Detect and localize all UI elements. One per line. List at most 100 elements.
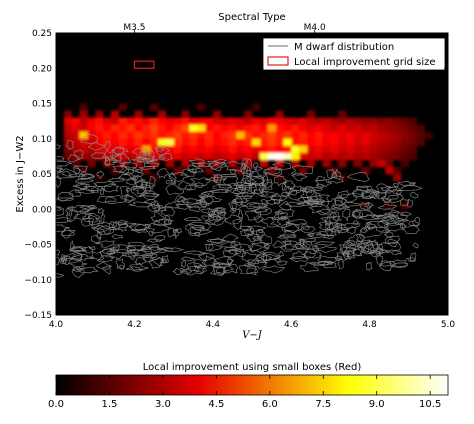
contour-line bbox=[233, 198, 250, 204]
contour-line bbox=[371, 239, 378, 250]
contour-line bbox=[299, 186, 317, 193]
contour-line bbox=[356, 185, 370, 193]
x-axis-label: V−J bbox=[242, 330, 263, 341]
heat-cell bbox=[165, 117, 174, 126]
contour-line bbox=[223, 248, 238, 258]
heat-cell bbox=[157, 124, 167, 133]
heat-cell bbox=[189, 117, 198, 126]
contour-line bbox=[351, 185, 379, 198]
heat-cell bbox=[306, 152, 316, 161]
heat-cell bbox=[87, 152, 96, 161]
heat-cell bbox=[150, 124, 159, 133]
heat-cell bbox=[314, 152, 323, 161]
contour-line bbox=[217, 184, 233, 189]
heat-cell bbox=[118, 145, 127, 154]
contour-line bbox=[128, 248, 136, 260]
contour-line bbox=[409, 191, 419, 199]
heat-cell bbox=[393, 166, 402, 175]
contour-line bbox=[134, 256, 146, 266]
contour-line bbox=[178, 180, 192, 190]
contour-line bbox=[80, 214, 101, 227]
contour-line bbox=[117, 173, 139, 181]
heat-cell bbox=[330, 145, 339, 154]
heat-cell bbox=[95, 110, 104, 118]
top-axis-ticks: M3.5 M4.0 bbox=[123, 23, 326, 33]
contour-line bbox=[100, 211, 105, 223]
heat-cell bbox=[330, 138, 339, 147]
contour-line bbox=[209, 238, 225, 244]
contour-line bbox=[64, 205, 74, 218]
heat-cell bbox=[204, 117, 214, 126]
contour-line bbox=[65, 139, 74, 151]
contour-line bbox=[328, 221, 335, 234]
contour-line bbox=[74, 149, 84, 161]
contour-line bbox=[95, 240, 115, 248]
heat-cell bbox=[322, 124, 331, 133]
heat-cell bbox=[150, 117, 159, 126]
heat-cell bbox=[346, 117, 355, 126]
colorbar-tick-label: 3.0 bbox=[155, 399, 171, 410]
contour-line bbox=[384, 217, 409, 224]
contour-line bbox=[346, 172, 371, 182]
contour-line bbox=[296, 201, 320, 206]
contour-line bbox=[301, 242, 311, 249]
heat-cell bbox=[291, 124, 300, 133]
contour-line bbox=[348, 233, 365, 245]
contour-line bbox=[91, 186, 100, 194]
heat-cell bbox=[87, 159, 96, 168]
contour-line bbox=[180, 259, 186, 269]
contour-line bbox=[324, 222, 330, 231]
heat-cell bbox=[306, 117, 316, 126]
contour-line bbox=[246, 231, 260, 243]
y-tick-label: 0.00 bbox=[32, 205, 52, 215]
heat-cell bbox=[228, 138, 237, 147]
heat-cell bbox=[173, 166, 182, 175]
contour-line bbox=[135, 168, 144, 173]
heat-cell bbox=[361, 152, 370, 161]
contour-line bbox=[337, 257, 345, 270]
heat-cell bbox=[275, 159, 284, 168]
contour-line bbox=[286, 219, 307, 226]
contour-line bbox=[111, 153, 131, 165]
contour-line bbox=[142, 153, 156, 164]
heat-cell bbox=[244, 138, 253, 147]
contour-line bbox=[300, 226, 316, 234]
contour-line bbox=[302, 250, 316, 260]
contour-line bbox=[375, 251, 384, 265]
heat-cell bbox=[204, 152, 214, 161]
y-axis-label: Excess in J−W2 bbox=[15, 135, 26, 212]
heat-cell bbox=[181, 117, 190, 126]
contour-line bbox=[192, 225, 205, 230]
heat-cell bbox=[408, 152, 418, 161]
contour-line bbox=[124, 195, 134, 204]
heat-cell bbox=[353, 145, 363, 154]
colorbar-ticks: 0.0 1.5 3.0 4.5 6.0 7.5 9.0 10.5 bbox=[48, 375, 441, 410]
contour-line bbox=[282, 228, 295, 238]
contour-line bbox=[336, 251, 351, 261]
contour-line bbox=[198, 192, 211, 199]
contour-line bbox=[221, 160, 248, 172]
y-tick-label: 0.15 bbox=[32, 100, 52, 110]
contour-line bbox=[322, 234, 334, 240]
contour-line bbox=[112, 222, 129, 230]
contour-line bbox=[240, 176, 258, 187]
contour-line bbox=[80, 173, 95, 180]
y-tick-label: −0.15 bbox=[24, 311, 52, 321]
heat-cell bbox=[259, 131, 269, 140]
heat-cell bbox=[71, 117, 80, 126]
contour-line bbox=[164, 200, 180, 209]
heat-cell bbox=[204, 124, 214, 133]
heat-cell bbox=[142, 138, 151, 147]
contour-line bbox=[230, 241, 242, 250]
heat-cell bbox=[400, 202, 410, 210]
contour-line bbox=[61, 254, 71, 265]
contour-line bbox=[188, 205, 201, 212]
heat-cell bbox=[212, 138, 222, 147]
heat-cell bbox=[408, 138, 418, 147]
heat-cell bbox=[275, 131, 284, 140]
contour-line bbox=[86, 205, 96, 209]
y-tick-label: −0.10 bbox=[24, 276, 52, 286]
contour-line bbox=[244, 208, 262, 221]
contour-line bbox=[274, 210, 285, 215]
contour-line bbox=[271, 161, 292, 170]
